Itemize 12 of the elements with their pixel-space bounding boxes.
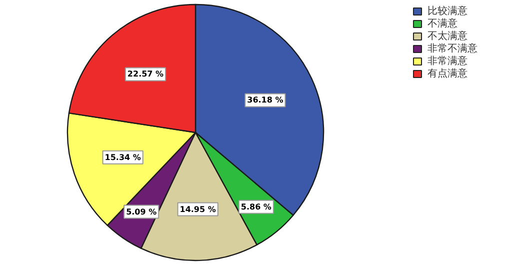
legend-label: 不满意 — [428, 18, 458, 30]
data-label: 15.34 % — [104, 152, 141, 162]
data-label: 22.57 % — [127, 70, 164, 79]
legend-label: 非常不满意 — [428, 42, 478, 54]
data-label: 14.95 % — [180, 204, 216, 214]
legend-label: 比较满意 — [428, 5, 468, 17]
legend-label: 不太满意 — [428, 30, 468, 42]
legend-label: 非常满意 — [428, 55, 468, 67]
legend-label: 有点满意 — [428, 68, 468, 80]
data-label: 36.18 % — [247, 96, 284, 105]
data-label: 5.86 % — [240, 202, 272, 212]
data-label: 5.09 % — [126, 207, 157, 216]
